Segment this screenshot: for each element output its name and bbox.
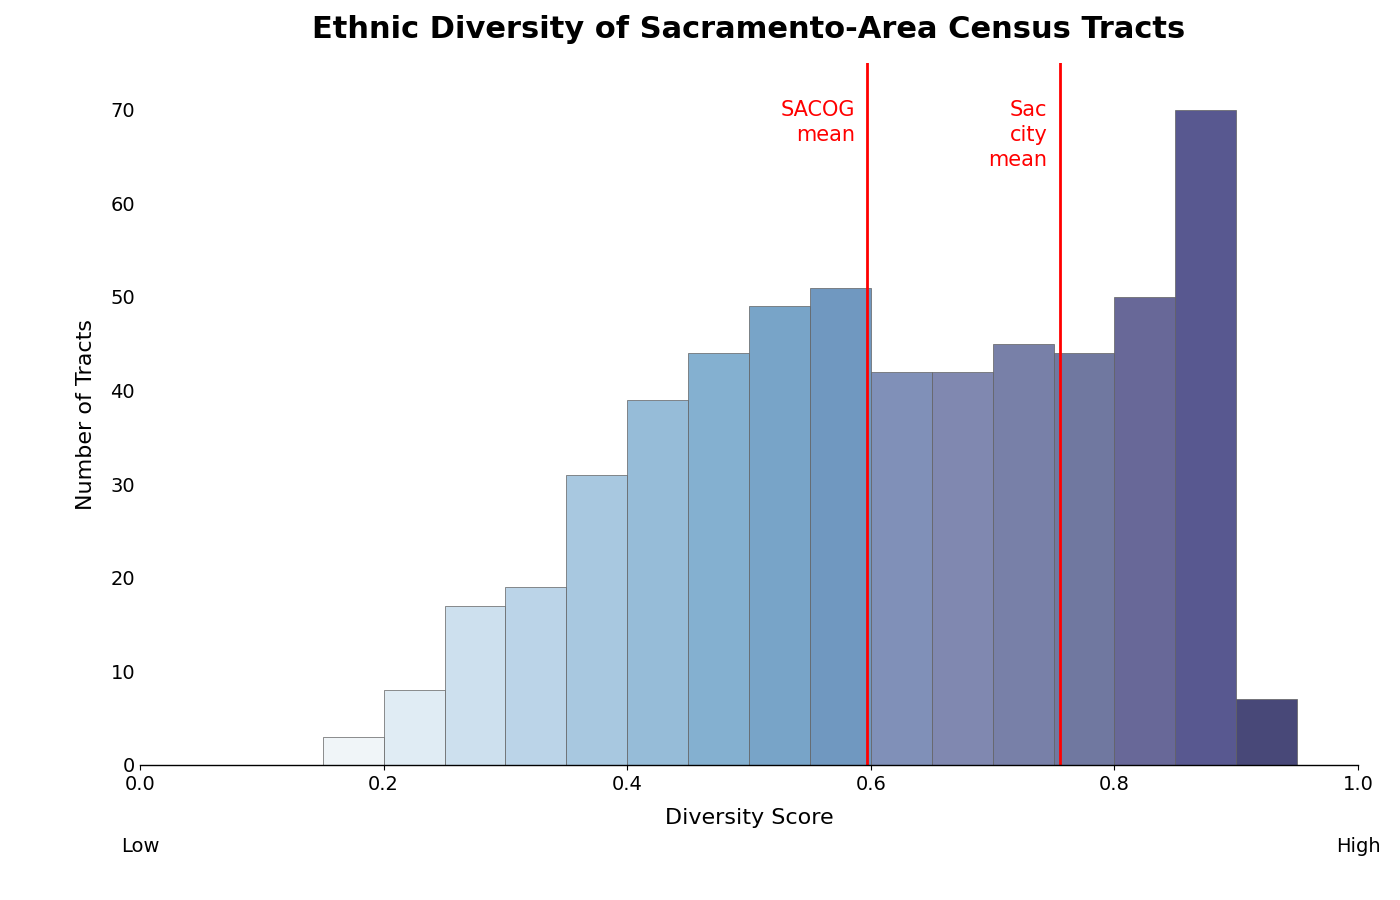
Bar [505,587,566,765]
Bar [384,690,445,765]
Bar [627,400,689,765]
Bar [871,372,932,765]
Text: Sac
city
mean: Sac city mean [988,101,1047,170]
Bar [993,344,1053,765]
Bar [689,353,749,765]
Bar [749,306,809,765]
Text: SACOG
mean: SACOG mean [780,101,855,145]
Title: Ethnic Diversity of Sacramento-Area Census Tracts: Ethnic Diversity of Sacramento-Area Cens… [312,15,1186,44]
Bar [1053,353,1114,765]
Bar [1175,110,1236,765]
Bar [566,475,627,765]
Bar [932,372,993,765]
X-axis label: Diversity Score: Diversity Score [665,807,833,828]
Bar [1114,297,1175,765]
Text: High: High [1336,837,1380,856]
Bar [445,606,505,765]
Y-axis label: Number of Tracts: Number of Tracts [77,319,97,509]
Bar [809,288,871,765]
Bar [1236,699,1296,765]
Text: Low: Low [120,837,160,856]
Bar [322,737,384,765]
